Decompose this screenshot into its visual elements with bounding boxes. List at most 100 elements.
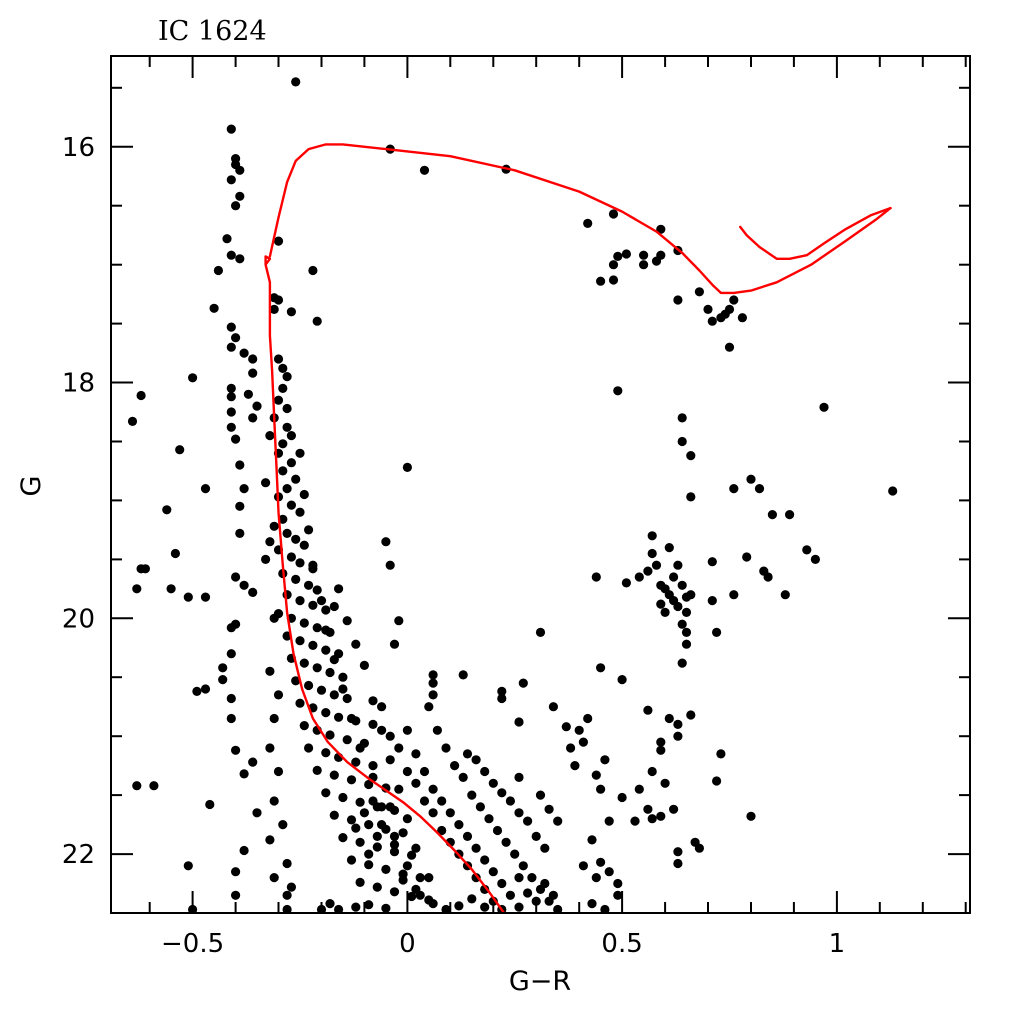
star-point [291,676,301,686]
star-point [368,796,378,806]
star-point [351,757,361,767]
star-point [377,820,387,830]
star-point [419,796,430,806]
star-point [321,645,331,655]
star-point [235,165,245,175]
star-point [329,690,339,700]
star-point [351,902,361,912]
star-point [660,778,670,788]
star-point [548,890,559,900]
star-point [548,702,559,712]
star-point [570,761,580,771]
star-point [647,766,657,777]
star-point [183,592,193,602]
star-point [566,743,576,753]
star-point [514,873,524,883]
star-point [707,316,717,326]
star-point [226,175,236,185]
star-point [231,333,241,343]
star-point [231,745,241,755]
star-point [608,275,619,285]
star-point [707,557,717,567]
star-point [312,765,322,776]
x-axis-label: G−R [509,966,571,997]
star-point [325,730,335,740]
star-point [703,304,713,314]
star-point [273,236,284,246]
star-point [673,719,683,730]
star-point [385,560,395,570]
star-point [235,460,245,470]
star-point [286,552,296,562]
star-point [746,474,756,484]
star-point [355,837,365,847]
star-point [583,218,593,228]
star-point [226,713,236,724]
star-point [364,849,374,859]
star-point [338,833,348,843]
x-tick-label: 0 [399,929,416,959]
star-point [471,843,481,853]
star-point [273,395,284,405]
star-point [510,849,520,859]
star-point [312,316,322,326]
star-point [394,616,404,626]
star-point [166,584,176,594]
star-point [780,590,790,600]
star-point [419,165,430,175]
star-point [643,705,653,715]
star-point [389,887,400,897]
star-point [132,781,142,791]
star-point [514,717,524,727]
x-tick-label: 0.5 [601,929,642,959]
star-point [226,392,236,402]
star-point [342,616,352,626]
star-point [381,864,391,875]
star-point [200,484,211,494]
star-point [669,804,679,814]
star-point [364,779,374,790]
star-point [355,743,365,753]
x-tick-label: −0.5 [161,929,224,959]
star-point [321,605,331,615]
star-point [462,749,473,759]
star-point [467,790,477,800]
star-point [677,436,687,447]
star-point [209,303,219,313]
star-point [235,528,245,539]
star-point [381,903,391,913]
star-point [372,842,382,852]
star-point [613,386,623,396]
star-point [239,845,249,856]
star-point [316,685,327,695]
star-point [338,684,348,694]
star-point [583,713,593,724]
star-point [428,678,438,688]
star-point [368,696,378,706]
star-point [243,389,253,399]
star-point [531,896,541,906]
star-point [553,904,563,913]
star-point [304,680,314,691]
star-point [282,858,292,869]
star-point [475,802,485,812]
star-point [441,743,451,753]
star-point [385,731,395,741]
star-point [321,788,331,798]
star-point [617,792,627,803]
star-point [346,855,357,865]
star-point [248,413,258,423]
x-tick-label: 1 [829,929,846,959]
star-point [596,663,606,673]
star-point [634,784,644,794]
star-point [888,486,898,496]
star-point [299,721,309,731]
star-point [617,675,627,685]
star-point [218,663,228,673]
star-point [574,725,584,735]
star-point [724,342,735,352]
star-point [673,560,683,570]
star-point [226,250,236,260]
star-point [321,708,331,718]
star-point [282,590,292,600]
